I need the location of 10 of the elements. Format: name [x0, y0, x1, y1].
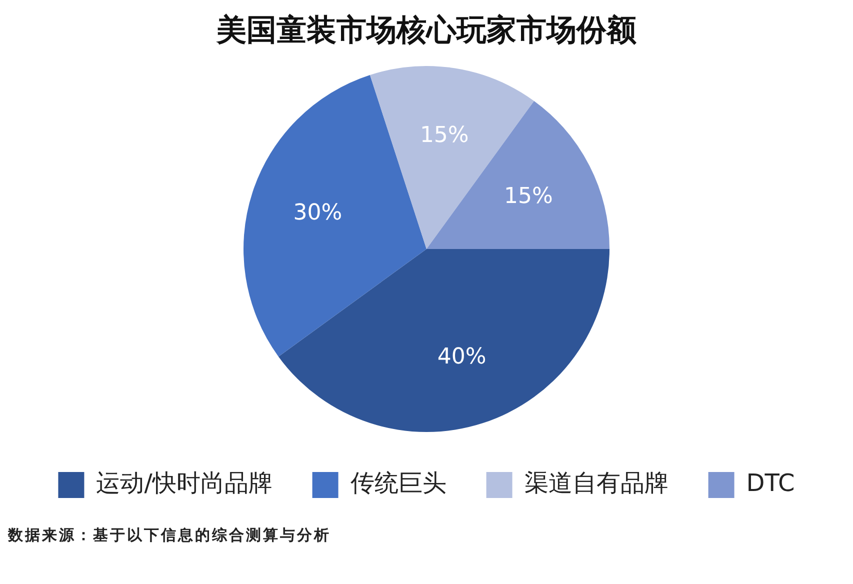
data-label: 15% — [504, 184, 553, 209]
source-note: 数据来源：基于以下信息的综合测算与分析 — [8, 526, 332, 545]
legend-label: DTC — [746, 469, 795, 498]
legend-label: 运动/快时尚品牌 — [96, 469, 272, 498]
data-label: 30% — [293, 200, 342, 226]
legend-label: 渠道自有品牌 — [524, 469, 668, 498]
data-label: 40% — [437, 344, 486, 370]
legend-label: 传统巨头 — [350, 469, 446, 498]
chart-title: 美国童装市场核心玩家市场份额 — [216, 12, 636, 48]
data-label: 15% — [420, 122, 469, 148]
